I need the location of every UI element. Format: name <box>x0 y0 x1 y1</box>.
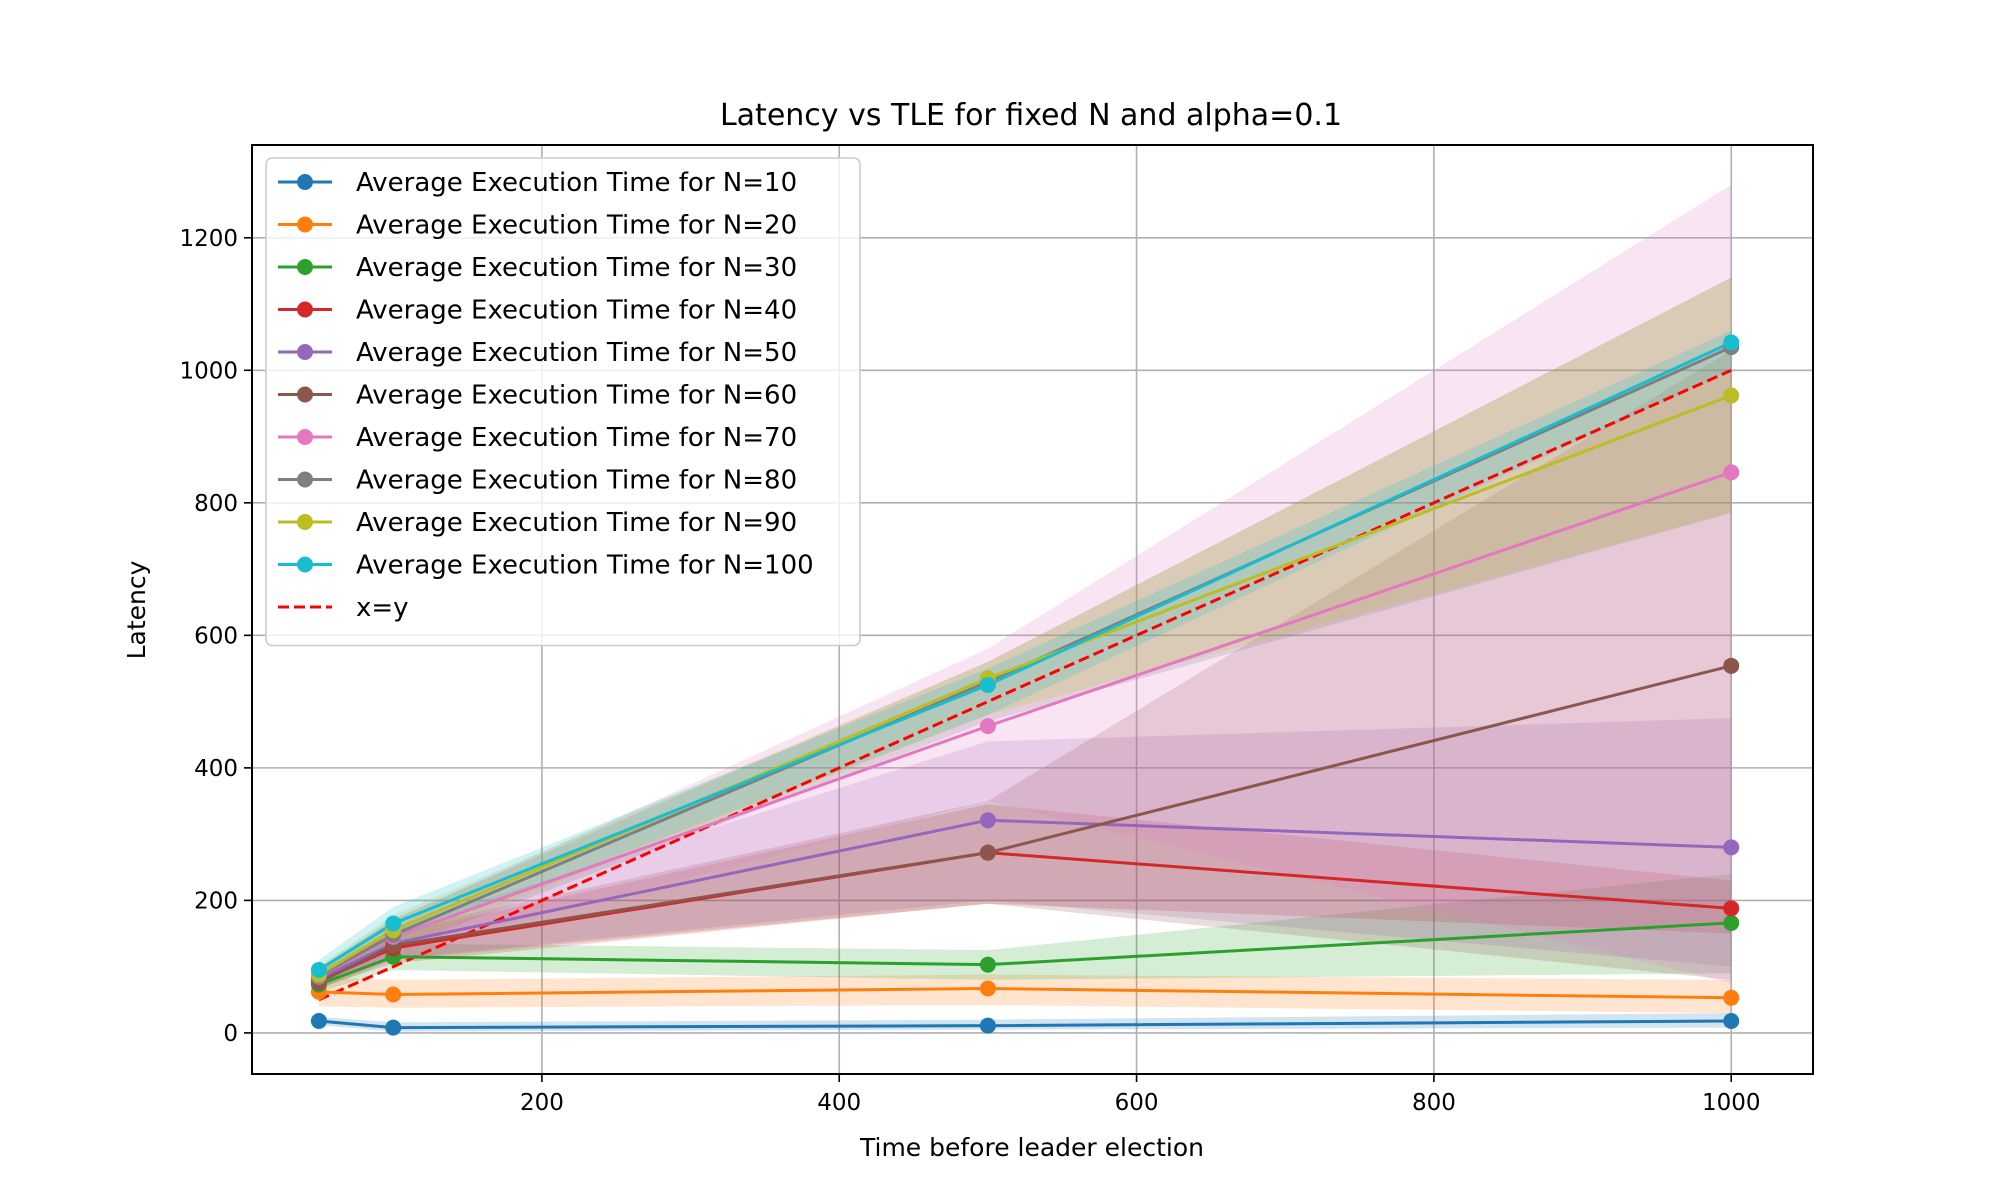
y-tick-label: 1200 <box>179 226 238 252</box>
y-tick-label: 800 <box>194 491 238 517</box>
data-point <box>1723 464 1740 481</box>
data-point <box>979 677 996 694</box>
data-point <box>979 812 996 829</box>
legend-entry: Average Execution Time for N=90 <box>356 508 797 538</box>
x-tick-label: 1000 <box>1702 1090 1761 1116</box>
data-point <box>1723 334 1740 351</box>
x-tick-label: 600 <box>1115 1090 1159 1116</box>
data-point <box>310 961 327 978</box>
legend-marker <box>297 216 313 233</box>
confidence-band <box>318 277 1732 984</box>
reference-line-x-equals-y <box>318 368 1732 1002</box>
legend-box <box>265 157 861 647</box>
series-line <box>318 1019 1732 1030</box>
legend-entry: Average Execution Time for N=60 <box>356 381 797 411</box>
y-tick-label: 400 <box>194 756 238 782</box>
data-point <box>979 980 996 997</box>
series-line <box>318 341 1732 972</box>
legend-entry: Average Execution Time for N=100 <box>356 551 814 581</box>
y-tick-label: 600 <box>194 623 238 649</box>
confidence-band <box>318 804 1732 988</box>
legend-marker <box>297 301 313 318</box>
reference-line-layer <box>318 368 1732 1002</box>
data-point <box>1723 387 1740 404</box>
legend-entry: Average Execution Time for N=20 <box>356 211 797 241</box>
confidence-band <box>318 718 1732 986</box>
data-point <box>1723 1012 1740 1029</box>
x-axis-ticks: 200 400 600 800 1000 <box>520 1074 1761 1116</box>
legend-entry: Average Execution Time for N=10 <box>356 168 797 198</box>
data-point <box>385 915 402 932</box>
legend-marker <box>297 429 313 445</box>
confidence-band <box>318 350 1732 990</box>
data-point <box>385 1019 402 1036</box>
y-tick-label: 200 <box>194 888 238 914</box>
confidence-band <box>318 184 1732 986</box>
legend-marker <box>297 556 313 573</box>
data-point <box>979 718 996 735</box>
data-point <box>979 1017 996 1034</box>
x-tick-label: 200 <box>520 1090 564 1116</box>
confidence-band <box>318 277 1732 983</box>
confidence-band <box>318 873 1732 992</box>
data-point <box>1723 839 1740 856</box>
series-line <box>318 921 1732 986</box>
data-point <box>979 956 996 973</box>
legend-entry: Average Execution Time for N=50 <box>356 338 797 368</box>
legend-entry: Average Execution Time for N=40 <box>356 296 797 326</box>
plot-frame <box>251 144 1814 1075</box>
y-tick-label: 0 <box>223 1021 238 1047</box>
legend-entry: Average Execution Time for N=80 <box>356 466 797 496</box>
data-point <box>1723 657 1740 674</box>
legend-marker <box>297 386 313 403</box>
y-axis-ticks: 0 200 400 600 800 1000 1200 <box>179 226 252 1047</box>
series-line <box>318 987 1732 1000</box>
x-axis-label: Time before leader election <box>859 1133 1204 1162</box>
series-lines <box>318 341 1732 1030</box>
legend-entry: Average Execution Time for N=70 <box>356 423 797 453</box>
legend-marker <box>297 344 313 360</box>
y-tick-label: 1000 <box>179 358 238 384</box>
legend-marker <box>297 514 313 530</box>
data-point <box>1723 989 1740 1006</box>
legend-entry: x=y <box>356 593 409 623</box>
chart-title: Latency vs TLE for fixed N and alpha=0.1 <box>720 98 1342 133</box>
legend-marker <box>297 174 313 190</box>
legend-marker <box>297 259 313 275</box>
y-axis-label: Latency <box>122 560 151 659</box>
data-point <box>385 986 402 1003</box>
legend-marker <box>297 471 313 488</box>
series-line <box>318 818 1732 980</box>
legend: Average Execution Time for N=10 Average E… <box>265 157 861 647</box>
data-point <box>1723 914 1740 931</box>
x-tick-label: 400 <box>817 1090 861 1116</box>
series-line <box>318 664 1732 984</box>
legend-entry: Average Execution Time for N=30 <box>356 253 797 283</box>
series-points <box>310 334 1740 1036</box>
data-point <box>979 844 996 861</box>
x-tick-label: 800 <box>1412 1090 1456 1116</box>
confidence-band <box>318 974 1732 1014</box>
data-point <box>310 1012 327 1029</box>
data-point <box>1723 900 1740 917</box>
